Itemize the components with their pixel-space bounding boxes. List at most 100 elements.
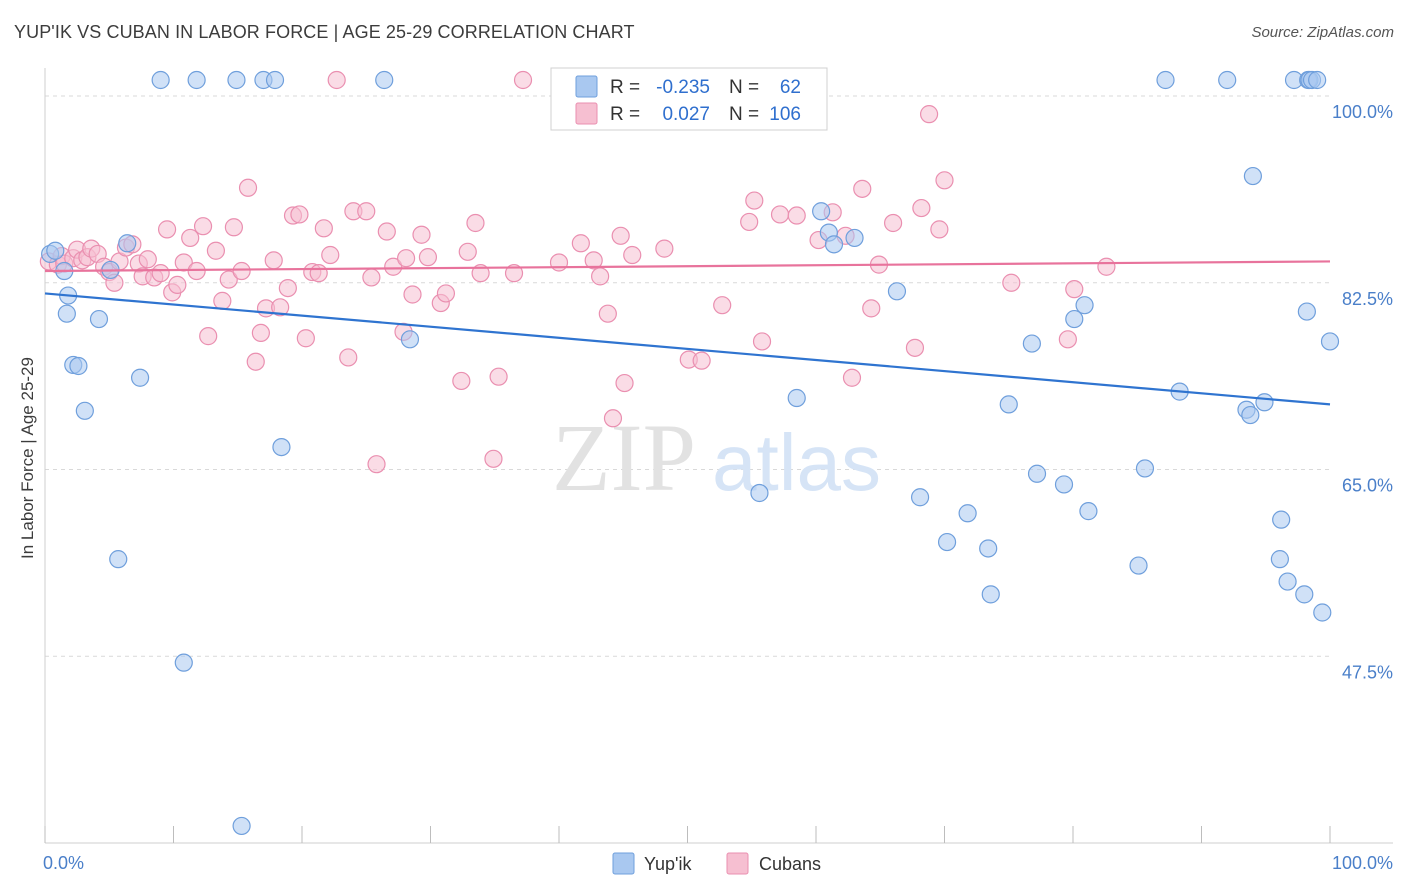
cuban-trend-line xyxy=(44,260,1331,273)
stats-n-value-yupik: 62 xyxy=(780,77,801,98)
watermark-zip: ZIP xyxy=(552,404,696,511)
cuban-point xyxy=(357,202,376,221)
cuban-point xyxy=(296,329,315,348)
yupik-point xyxy=(46,241,65,260)
yupik-point xyxy=(1027,464,1047,483)
cuban-point xyxy=(321,245,340,265)
cuban-point xyxy=(213,291,232,310)
yupik-point xyxy=(151,70,170,90)
yupik-point xyxy=(1135,459,1155,478)
cuban-point xyxy=(603,409,623,428)
yupik-point xyxy=(1022,334,1041,353)
cuban-point xyxy=(206,241,226,260)
cuban-point xyxy=(752,332,772,351)
yupik-point xyxy=(910,488,930,507)
watermark-atlas: atlas xyxy=(712,418,881,507)
yupik-point xyxy=(1313,603,1332,622)
yupik-point xyxy=(1295,585,1314,604)
cuban-point xyxy=(862,299,881,318)
yupik-point xyxy=(1241,405,1260,425)
cuban-point xyxy=(655,239,674,258)
cuban-point xyxy=(396,249,416,268)
y-tick-label: 65.0% xyxy=(1342,476,1393,496)
cuban-point xyxy=(314,219,333,238)
y-tick-label: 82.5% xyxy=(1342,289,1393,309)
y-tick-label: 47.5% xyxy=(1342,662,1393,682)
cuban-point xyxy=(615,373,634,393)
stats-box: R = -0.235 N = 62 R = 0.027 N = 106 xyxy=(550,67,828,131)
y-axis-title: In Labor Force | Age 25-29 xyxy=(18,357,37,559)
cuban-point xyxy=(471,264,490,283)
legend-label-yupik: Yup'ik xyxy=(644,854,692,874)
legend-swatch-cuban xyxy=(726,852,749,875)
yupik-point xyxy=(174,653,193,672)
yupik-point xyxy=(1243,166,1263,186)
legend-label-cuban: Cubans xyxy=(759,854,821,874)
yupik-point xyxy=(232,816,251,836)
yupik-point xyxy=(1270,550,1289,569)
yupik-point xyxy=(187,70,206,90)
yupik-point xyxy=(1079,502,1098,521)
axes xyxy=(44,68,1393,844)
stats-n-label-cuban: N = xyxy=(729,104,759,125)
cuban-point xyxy=(713,296,732,315)
cuban-point xyxy=(138,250,157,269)
cuban-point xyxy=(504,264,524,283)
cuban-point xyxy=(436,284,456,303)
yupik-point xyxy=(1272,510,1291,529)
y-tick-label: 100.0% xyxy=(1332,102,1393,122)
yupik-point xyxy=(1278,572,1297,591)
chart-title: YUP'IK VS CUBAN IN LABOR FORCE | AGE 25-… xyxy=(14,22,635,42)
cuban-point xyxy=(935,171,954,190)
stats-r-value-yupik: -0.235 xyxy=(656,77,710,98)
yupik-point xyxy=(1129,556,1148,575)
cuban-point xyxy=(339,348,358,367)
yupik-point xyxy=(89,309,109,329)
cuban-point xyxy=(278,278,297,298)
cuban-point xyxy=(770,205,790,224)
yupik-point xyxy=(750,483,769,503)
cuban-point xyxy=(623,245,642,265)
cuban-point xyxy=(584,251,603,270)
yupik-point xyxy=(1065,309,1084,329)
cuban-point xyxy=(418,248,438,267)
yupik-point xyxy=(1075,296,1094,315)
cuban-point xyxy=(157,220,177,239)
yupik-point xyxy=(400,330,420,349)
stats-r-label-cuban: R = xyxy=(610,104,640,125)
yupik-point xyxy=(1054,475,1074,494)
stats-n-value-cuban: 106 xyxy=(769,104,801,125)
legend-swatch-yupik xyxy=(612,852,635,875)
cuban-point xyxy=(930,220,949,239)
stats-n-label-yupik: N = xyxy=(729,77,759,98)
cuban-point xyxy=(251,323,270,343)
cuban-point xyxy=(238,178,258,197)
cuban-point xyxy=(611,226,630,245)
cuban-point xyxy=(452,371,471,391)
cuban-point xyxy=(168,275,187,294)
yupik-point xyxy=(937,532,957,552)
yupik-point xyxy=(69,356,88,376)
cuban-point xyxy=(571,234,590,253)
cuban-point xyxy=(377,222,396,241)
yupik-point xyxy=(109,550,128,569)
cuban-point xyxy=(489,367,508,386)
yupik-point xyxy=(1218,70,1237,90)
cuban-point xyxy=(151,264,170,283)
cuban-point xyxy=(919,105,939,124)
cuban-point xyxy=(403,285,422,304)
cuban-point xyxy=(181,228,200,248)
x-tick-label-min: 0.0% xyxy=(43,853,84,873)
yupik-point xyxy=(824,235,844,254)
cuban-point xyxy=(327,70,346,90)
cuban-point xyxy=(412,225,431,244)
yupik-point xyxy=(375,70,394,90)
legend: Yup'ik Cubans xyxy=(612,852,821,875)
cuban-point xyxy=(1058,330,1077,349)
yupik-point xyxy=(787,388,806,408)
cuban-point xyxy=(193,217,213,236)
cuban-point xyxy=(905,338,925,357)
yupik-point xyxy=(265,70,285,90)
cuban-point xyxy=(458,242,477,261)
